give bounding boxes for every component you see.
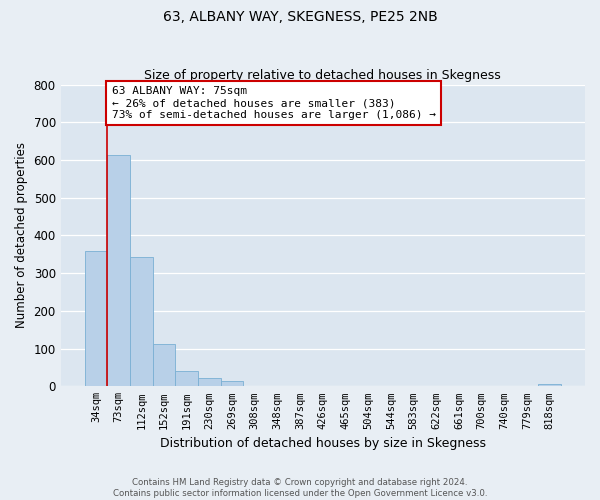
Y-axis label: Number of detached properties: Number of detached properties — [15, 142, 28, 328]
Bar — [538, 384, 561, 386]
Bar — [198, 378, 221, 386]
X-axis label: Distribution of detached houses by size in Skegness: Distribution of detached houses by size … — [160, 437, 486, 450]
Bar — [107, 156, 130, 386]
Title: Size of property relative to detached houses in Skegness: Size of property relative to detached ho… — [145, 69, 501, 82]
Bar — [175, 371, 198, 386]
Text: Contains HM Land Registry data © Crown copyright and database right 2024.
Contai: Contains HM Land Registry data © Crown c… — [113, 478, 487, 498]
Text: 63 ALBANY WAY: 75sqm
← 26% of detached houses are smaller (383)
73% of semi-deta: 63 ALBANY WAY: 75sqm ← 26% of detached h… — [112, 86, 436, 120]
Bar — [130, 257, 152, 386]
Bar — [221, 381, 244, 386]
Text: 63, ALBANY WAY, SKEGNESS, PE25 2NB: 63, ALBANY WAY, SKEGNESS, PE25 2NB — [163, 10, 437, 24]
Bar — [85, 252, 107, 386]
Bar — [152, 344, 175, 386]
